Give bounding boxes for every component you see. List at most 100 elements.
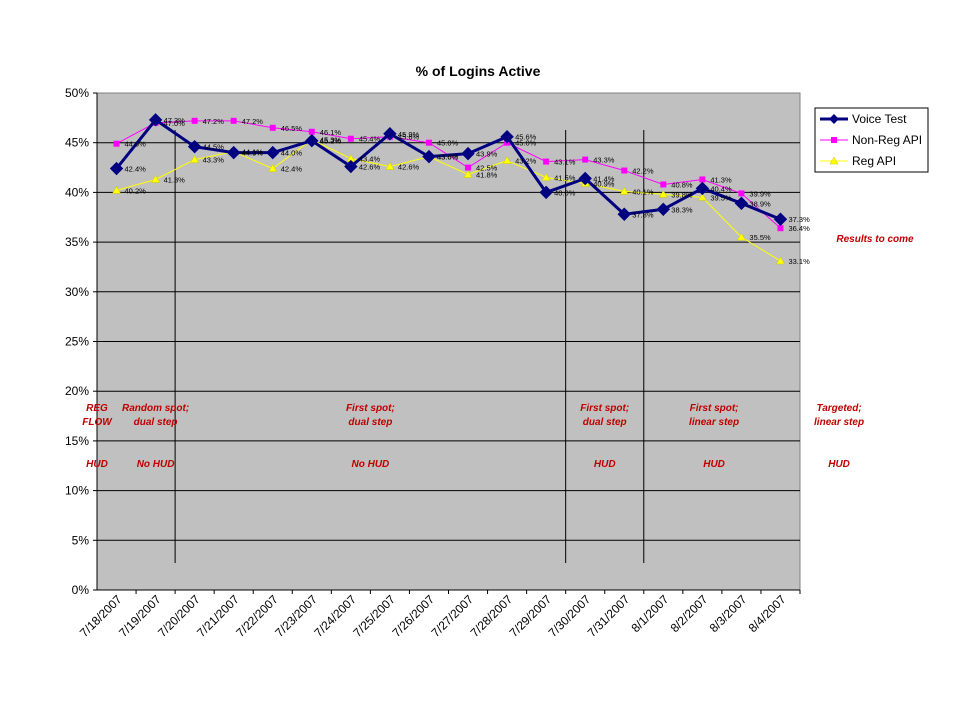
y-tick-label: 15% — [65, 434, 89, 448]
data-label-voice-test: 42.6% — [359, 163, 381, 172]
marker-non-reg-api — [308, 128, 315, 135]
marker-non-reg-api — [543, 158, 550, 165]
phase-label: First spot; — [690, 403, 739, 414]
x-tick-label: 8/3/2007 — [707, 592, 750, 635]
legend-label: Voice Test — [852, 112, 907, 126]
data-label-voice-test: 38.3% — [671, 205, 693, 214]
data-label-reg-api: 44.1% — [242, 148, 264, 157]
data-label-reg-api: 35.5% — [749, 233, 771, 242]
legend-marker-square — [831, 137, 837, 143]
results-note: Results to come — [836, 234, 914, 245]
data-label-voice-test: 43.6% — [437, 153, 459, 162]
data-label-reg-api: 33.1% — [788, 257, 810, 266]
marker-voice-test — [539, 185, 553, 200]
data-label-reg-api: 43.3% — [203, 156, 225, 165]
marker-voice-test — [344, 159, 358, 174]
phase-hud-label: HUD — [86, 459, 108, 470]
y-tick-label: 30% — [65, 285, 89, 299]
x-tick-label: 8/4/2007 — [746, 592, 789, 635]
marker-voice-test — [305, 134, 319, 148]
marker-reg-api — [385, 162, 395, 170]
data-label-reg-api: 39.8% — [671, 190, 693, 199]
y-tick-label: 0% — [72, 583, 90, 597]
marker-voice-test — [226, 145, 241, 160]
data-label-voice-test: 40.0% — [554, 188, 576, 197]
data-label-reg-api: 42.4% — [281, 165, 303, 174]
legend-marker-diamond — [829, 114, 839, 124]
annotations: Results to come REG FLOW HUD Random spot; dua… — [82, 234, 914, 470]
marker-reg-api — [658, 189, 668, 198]
marker-reg-api — [151, 174, 161, 183]
data-label-non-reg-api: 44.9% — [125, 140, 147, 149]
data-label-reg-api: 45.3% — [320, 136, 342, 145]
marker-non-reg-api — [230, 117, 237, 124]
data-label-reg-api: 40.2% — [125, 186, 147, 195]
marker-voice-test — [187, 139, 202, 154]
marker-voice-test — [617, 207, 631, 221]
legend-label: Reg API — [852, 154, 896, 168]
series — [109, 113, 788, 265]
data-label-voice-test: 41.4% — [593, 174, 615, 183]
marker-non-reg-api — [465, 164, 472, 171]
data-label-non-reg-api: 45.0% — [437, 139, 459, 148]
gridlines — [97, 142, 800, 541]
marker-reg-api — [190, 155, 200, 163]
marker-voice-test — [734, 196, 749, 211]
phase-label: REG — [86, 403, 108, 414]
data-label-voice-test: 43.9% — [476, 150, 498, 159]
phase-label: Targeted; — [816, 403, 861, 414]
marker-non-reg-api — [582, 156, 589, 163]
phase-label: First spot; — [346, 403, 395, 414]
marker-non-reg-api — [347, 135, 354, 142]
phase-label: First spot; — [580, 403, 629, 414]
y-tick-label: 5% — [72, 533, 90, 547]
data-label-non-reg-api: 42.5% — [476, 164, 498, 173]
phase-label: dual step — [134, 417, 178, 428]
marker-reg-api — [502, 156, 512, 164]
data-label-voice-test: 44.0% — [242, 149, 264, 158]
marker-reg-api — [541, 172, 551, 181]
marker-non-reg-api — [113, 140, 120, 147]
marker-non-reg-api — [191, 117, 198, 124]
x-tick-label: 8/1/2007 — [628, 592, 671, 635]
data-label-reg-api: 40.1% — [632, 187, 654, 196]
data-label-reg-api: 40.9% — [593, 179, 615, 188]
data-label-reg-api: 41.3% — [164, 175, 186, 184]
data-label-non-reg-api: 45.0% — [515, 139, 537, 148]
phase-label: linear step — [814, 417, 864, 428]
marker-voice-test — [383, 127, 397, 141]
data-label-voice-test: 45.6% — [515, 133, 537, 142]
y-tick-label: 50% — [65, 86, 89, 100]
data-label-non-reg-api: 47.2% — [242, 117, 264, 126]
chart-title: % of Logins Active — [416, 63, 541, 79]
marker-reg-api — [736, 232, 746, 241]
phase-hud-label: HUD — [703, 459, 725, 470]
marker-reg-api — [776, 256, 785, 265]
data-label-voice-test: 45.2% — [320, 137, 342, 146]
data-label-non-reg-api: 45.4% — [359, 135, 381, 144]
marker-voice-test — [266, 145, 280, 160]
data-label-non-reg-api: 40.8% — [671, 180, 693, 189]
data-label-reg-api: 43.4% — [359, 155, 381, 164]
marker-non-reg-api — [738, 190, 745, 197]
legend: Voice Test Non-Reg API Reg API — [814, 107, 929, 173]
data-label-voice-test: 44.5% — [203, 143, 225, 152]
data-label-reg-api: 42.6% — [398, 163, 420, 172]
data-label-voice-test: 37.8% — [632, 210, 654, 219]
marker-voice-test — [148, 113, 163, 127]
data-label-non-reg-api: 42.2% — [632, 167, 654, 176]
marker-voice-test — [461, 146, 475, 161]
phase-label: linear step — [689, 417, 739, 428]
marker-voice-test — [656, 202, 671, 217]
y-tick-label: 20% — [65, 384, 89, 398]
marker-reg-api — [697, 192, 707, 201]
data-label-non-reg-api: 39.9% — [749, 189, 771, 198]
marker-non-reg-api — [699, 176, 706, 183]
data-label-voice-test: 37.3% — [788, 215, 810, 224]
data-label-non-reg-api: 47.0% — [164, 119, 186, 128]
marker-non-reg-api — [660, 181, 667, 188]
phase-dividers — [174, 130, 645, 563]
data-label-voice-test: 45.9% — [398, 130, 420, 139]
marker-voice-test — [578, 171, 592, 186]
marker-reg-api — [619, 186, 629, 195]
